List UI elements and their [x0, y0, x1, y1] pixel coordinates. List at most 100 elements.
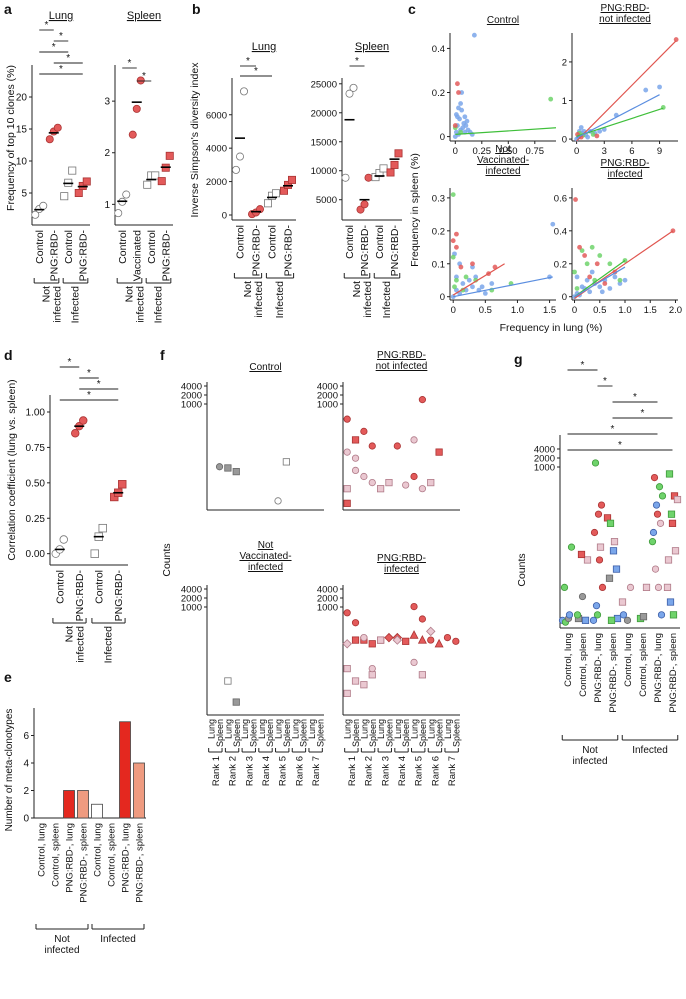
category-label: PNG:RBD-, spleen — [668, 633, 679, 713]
regression-line — [455, 127, 557, 135]
regression-line — [574, 266, 626, 298]
scatter-point — [458, 101, 463, 106]
scatter-point — [602, 281, 608, 286]
significance-star: * — [142, 71, 146, 82]
counts-subplot-3: PNG:RBD-infected100020004000LungSpleenRa… — [317, 553, 461, 786]
scatter-point — [460, 281, 466, 286]
category-label: PNG:RBD- — [389, 225, 401, 277]
y-tick-label: 0 — [562, 135, 567, 146]
count-point — [410, 658, 418, 667]
scatter-point — [587, 274, 593, 280]
count-point — [343, 485, 351, 493]
count-point — [607, 616, 616, 624]
rank-label: Rank 4 — [261, 756, 272, 786]
count-point — [435, 448, 443, 456]
rank-label: Rank 1 — [211, 756, 222, 786]
y-tick-label: 20000 — [311, 108, 337, 119]
significance-star: * — [581, 360, 585, 371]
x-tick-label: 6 — [629, 146, 634, 157]
count-point — [427, 636, 435, 644]
x-tick-label: 3 — [602, 146, 607, 157]
scatter-point — [450, 254, 456, 260]
y-tick-label: 6000 — [206, 110, 227, 121]
group-label: Not — [242, 281, 254, 297]
y-tick-label: 0.00 — [26, 549, 46, 560]
group-label: Infected — [274, 281, 286, 319]
lung-spleen-label: Spleen — [315, 719, 325, 747]
category-label: Control — [63, 230, 75, 264]
scatter-point — [454, 274, 459, 280]
group-label: infected — [572, 756, 607, 767]
data-point — [287, 175, 296, 184]
scatter-point — [572, 269, 577, 275]
scatter-point — [463, 123, 469, 128]
count-point — [623, 616, 632, 624]
scatter-subtitle: PNG:RBD- — [601, 3, 650, 14]
count-point — [595, 556, 604, 564]
count-point — [402, 481, 410, 489]
data-point — [349, 83, 358, 92]
y-tick-label: 0 — [440, 292, 445, 303]
scatter-point — [452, 284, 457, 290]
scatter-point — [582, 253, 588, 258]
data-point — [165, 151, 174, 160]
y-tick-label: 0 — [23, 814, 29, 825]
lung-spleen-label: Spleen — [232, 719, 242, 747]
count-point — [360, 427, 368, 435]
count-point — [596, 543, 605, 551]
group-label: Not — [124, 286, 136, 302]
lung-spleen-label: Lung — [274, 719, 284, 739]
group-label: infected — [75, 626, 87, 663]
count-point — [343, 609, 351, 617]
x-tick-label: 2.0 — [669, 305, 682, 316]
x-tick-label: 1.5 — [644, 305, 657, 316]
scatter-point — [578, 125, 584, 130]
panel-a-ylabel: Frequency of top 10 clones (%) — [5, 65, 17, 211]
panel-b-ylabel: Inverse Simpson's diversity index — [189, 62, 201, 218]
x-tick-label: 0 — [574, 146, 579, 157]
category-label: PNG:RBD- — [77, 230, 89, 282]
category-label: Control — [93, 570, 105, 604]
data-point — [379, 164, 388, 173]
data-point — [79, 416, 88, 425]
scatter-point — [643, 87, 649, 93]
category-label: PNG:RBD-, lung — [593, 633, 604, 703]
data-point — [239, 87, 248, 96]
y-tick-label: 0.50 — [26, 478, 46, 489]
lung-spleen-label: Lung — [290, 719, 300, 739]
category-label: PNG:RBD- — [113, 570, 125, 622]
data-point — [39, 201, 48, 210]
category-label: Control — [117, 230, 129, 264]
significance-star: * — [611, 424, 615, 435]
count-point — [426, 626, 436, 637]
group-label: Infected — [632, 745, 668, 756]
lung-spleen-label: Spleen — [368, 719, 378, 747]
data-point — [98, 523, 107, 533]
panel-b-subtitle: Lung — [252, 41, 276, 53]
count-point — [343, 415, 351, 423]
count-point — [360, 681, 368, 689]
data-point — [68, 166, 77, 175]
lung-spleen-label: Lung — [207, 719, 217, 739]
y-tick-label: 0.25 — [26, 514, 46, 525]
panel-e-ylabel: Number of meta-clonotypes — [4, 709, 15, 832]
rank-label: Rank 5 — [278, 756, 289, 786]
count-point — [360, 472, 368, 481]
category-label: Control, lung — [623, 633, 634, 687]
scatter-point — [599, 289, 605, 295]
category-label: PNG:RBD- — [74, 570, 86, 622]
group-label: infected — [135, 286, 147, 323]
count-point — [224, 464, 232, 472]
y-tick-label: 0.75 — [26, 443, 46, 454]
lung-spleen-label: Lung — [223, 719, 233, 739]
data-point — [231, 165, 240, 174]
y-tick-label: 1000 — [181, 400, 202, 411]
count-point — [351, 454, 360, 462]
y-tick-label: 1.00 — [26, 408, 46, 419]
lung-spleen-label: Spleen — [215, 719, 225, 747]
counts-subtitle: not infected — [376, 361, 428, 372]
regression-line — [452, 263, 505, 296]
group-label: infected — [52, 286, 64, 323]
data-point — [345, 89, 354, 98]
lung-spleen-label: Spleen — [384, 719, 394, 747]
